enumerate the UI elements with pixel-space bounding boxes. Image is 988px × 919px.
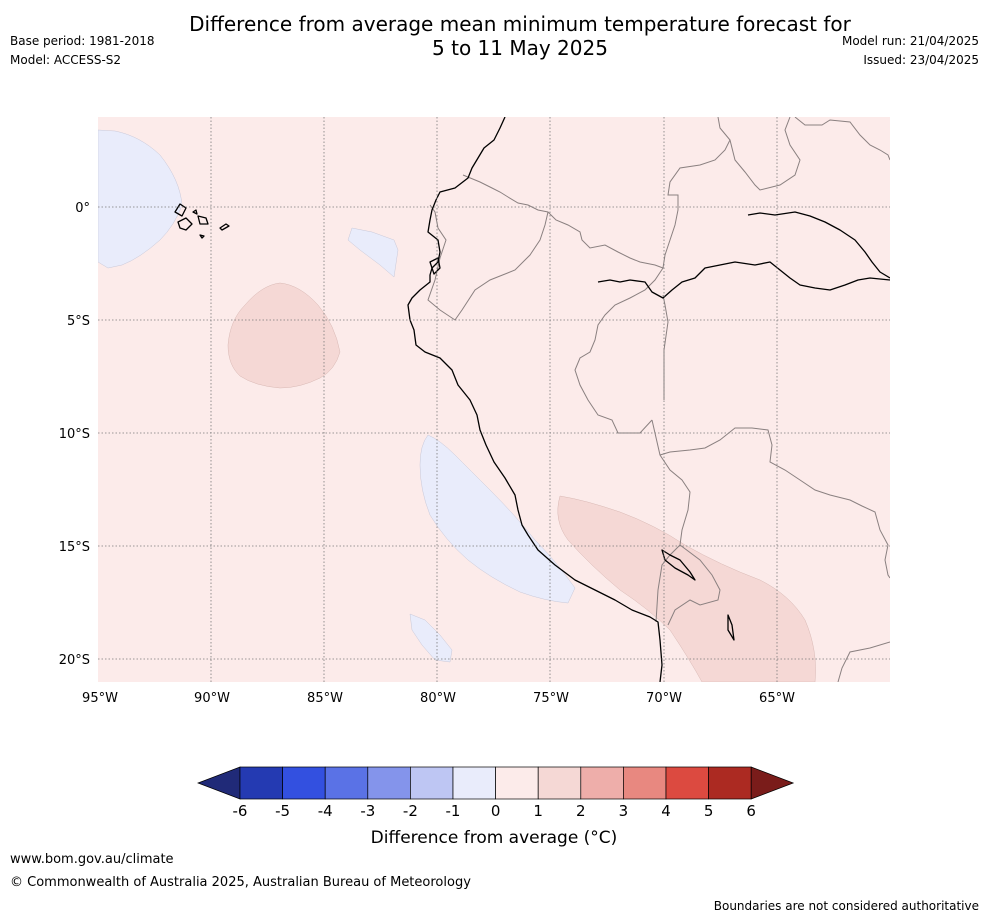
lat-label-5s: 5°S [67, 314, 90, 329]
colorbar-arrow-low [197, 766, 241, 800]
colorbar-label: Difference from average (°C) [370, 828, 618, 848]
lon-label-75w: 75°W [533, 691, 569, 706]
colorbar-segment [239, 766, 283, 800]
longitude-labels: 95°W 90°W 85°W 80°W 75°W 70°W 65°W [82, 691, 795, 706]
colorbar-tick-label: 3 [619, 802, 629, 820]
lat-label-0: 0° [75, 201, 90, 216]
model-name: Model: ACCESS-S2 [10, 53, 122, 67]
metadata-left: Base period: 1981-2018 Model: ACCESS-S2 [10, 32, 155, 70]
colorbar-arrow-high [750, 766, 795, 800]
footer-copyright: © Commonwealth of Australia 2025, Austra… [10, 875, 471, 890]
lon-label-90w: 90°W [194, 691, 230, 706]
colorbar: -6 -5 -4 -3 -2 -1 0 1 2 3 4 5 6 [197, 766, 795, 820]
lon-label-95w: 95°W [82, 691, 118, 706]
lat-label-15s: 15°S [59, 540, 90, 555]
colorbar-tick-label: 2 [576, 802, 586, 820]
footer-url: www.bom.gov.au/climate [10, 852, 174, 867]
colorbar-tick-label: 1 [533, 802, 543, 820]
colorbar-tick-label: -2 [403, 802, 418, 820]
anomaly-above-avg-altiplano [557, 495, 816, 682]
anomaly-below-avg-south [409, 613, 453, 663]
colorbar-segment [324, 766, 369, 800]
colorbar-segment [623, 766, 667, 800]
colorbar-segment [410, 766, 454, 800]
latitude-labels: 0° 5°S 10°S 15°S 20°S [59, 201, 90, 668]
colorbar-segment [367, 766, 411, 800]
lon-label-85w: 85°W [307, 691, 343, 706]
model-run: Model run: 21/04/2025 [841, 34, 979, 48]
lat-label-20s: 20°S [59, 653, 90, 668]
anomaly-above-avg-west [227, 282, 341, 389]
title-line-1: Difference from average mean minimum tem… [189, 12, 851, 36]
colorbar-tick-label: 0 [491, 802, 501, 820]
anomaly-below-avg-peru-coast [419, 434, 576, 604]
colorbar-tick-label: -5 [275, 802, 290, 820]
map-title: Difference from average mean minimum tem… [150, 12, 890, 60]
colorbar-tick-label: 5 [704, 802, 714, 820]
lon-label-65w: 65°W [759, 691, 795, 706]
coastline [174, 117, 890, 682]
title-line-2: 5 to 11 May 2025 [432, 36, 608, 60]
colorbar-segment [495, 766, 539, 800]
colorbar-segment [580, 766, 624, 800]
graticule [98, 117, 890, 682]
colorbar-tick-label: 4 [661, 802, 671, 820]
anomaly-below-avg-small [347, 227, 399, 278]
metadata-right: Model run: 21/04/2025 Issued: 23/04/2025 [842, 32, 979, 70]
colorbar-tick-label: -6 [233, 802, 248, 820]
colorbar-segment [665, 766, 709, 800]
lon-label-80w: 80°W [420, 691, 456, 706]
colorbar-segment [708, 766, 752, 800]
country-borders [427, 117, 890, 682]
base-period: Base period: 1981-2018 [10, 34, 155, 48]
footer-note: Boundaries are not considered authoritat… [713, 899, 979, 913]
colorbar-tick-label: 6 [746, 802, 756, 820]
lat-label-10s: 10°S [59, 427, 90, 442]
colorbar-segment [537, 766, 582, 800]
colorbar-tick-label: -1 [446, 802, 461, 820]
colorbar-segment [282, 766, 326, 800]
colorbar-tick-label: -4 [318, 802, 333, 820]
colorbar-tick-label: -3 [360, 802, 375, 820]
lon-label-70w: 70°W [646, 691, 682, 706]
colorbar-segment [452, 766, 496, 800]
issued-date: Issued: 23/04/2025 [863, 53, 979, 67]
